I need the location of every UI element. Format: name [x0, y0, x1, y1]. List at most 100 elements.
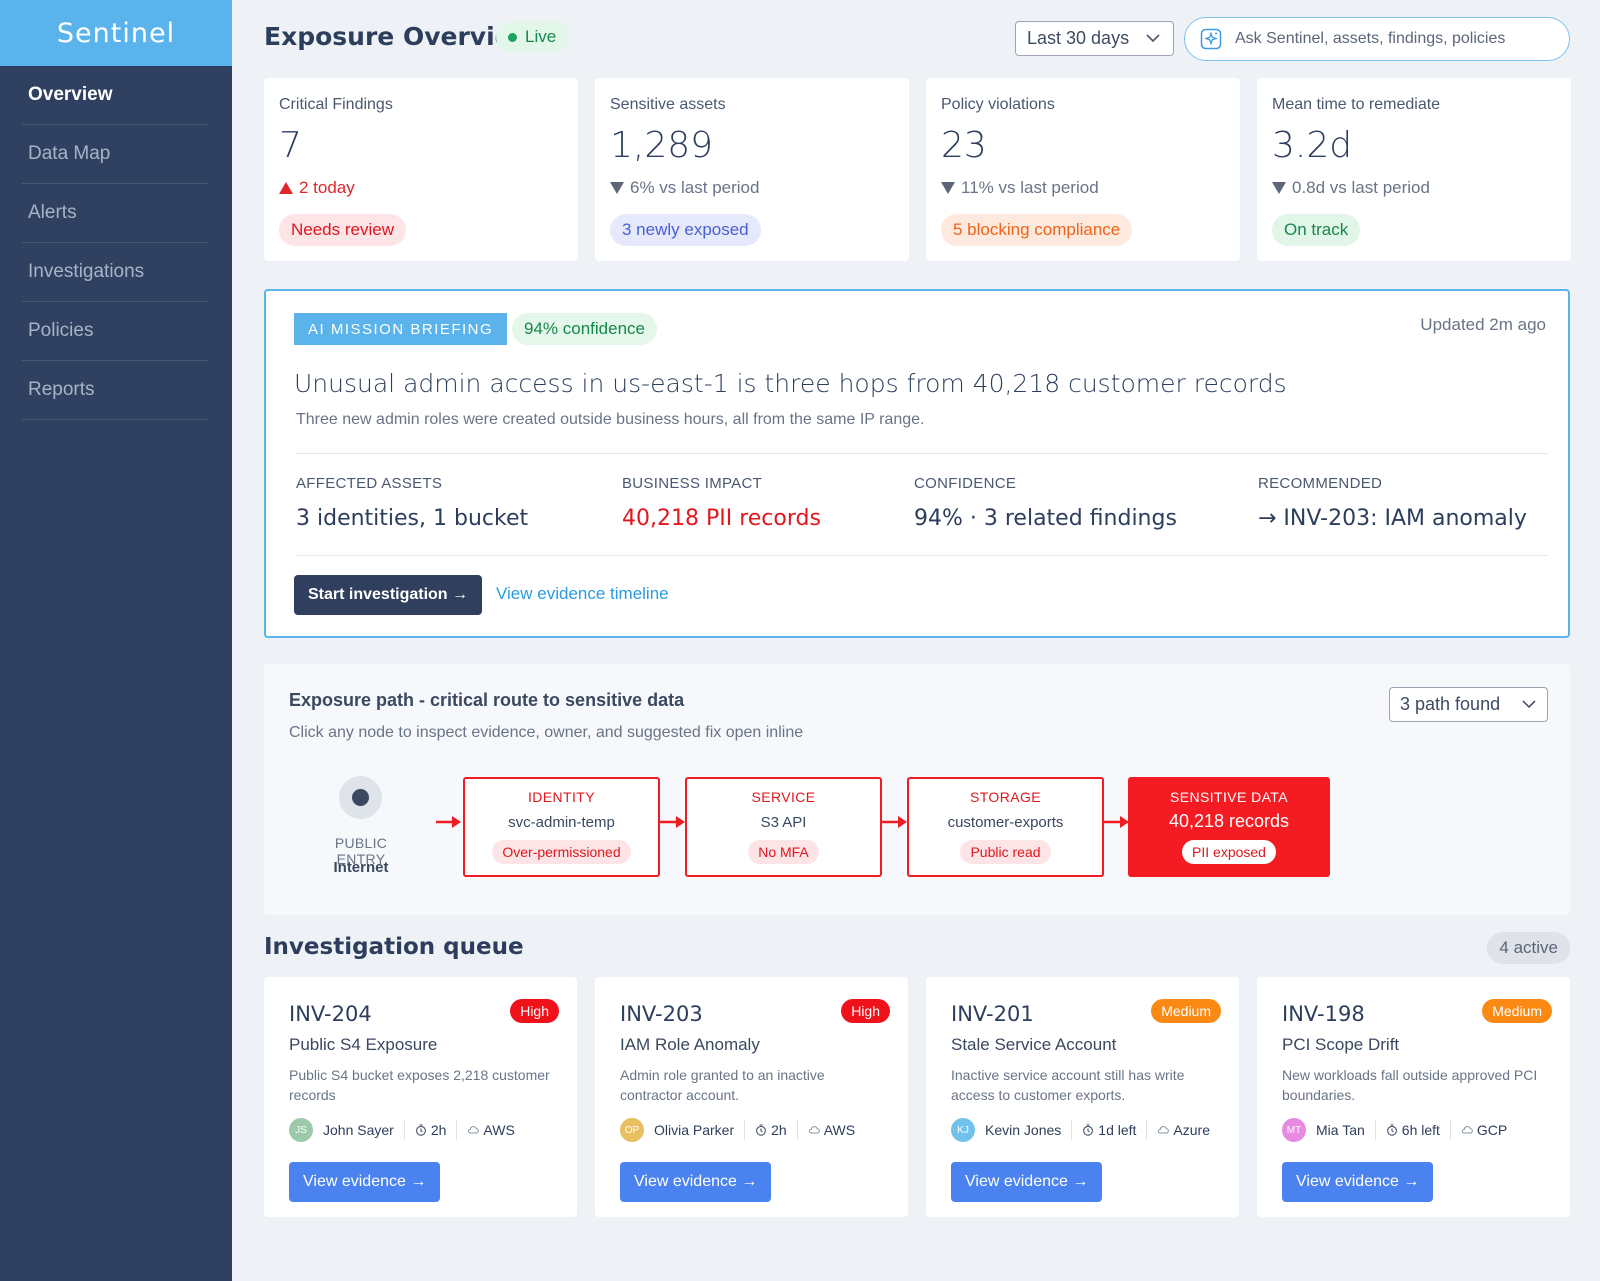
node-name: 40,218 records	[1168, 811, 1290, 831]
status-badge: 5 blocking compliance	[941, 214, 1133, 246]
briefing-title: Unusual admin access in us-east-1 is thr…	[294, 369, 1287, 398]
sidebar-item-reports[interactable]: Reports	[22, 361, 208, 420]
cloud-provider: AWS	[483, 1122, 515, 1138]
time-remaining: 6h left	[1401, 1122, 1440, 1138]
triangle-down-icon	[941, 182, 955, 194]
investigation-card[interactable]: INV-203 High IAM Role Anomaly Admin role…	[595, 977, 908, 1217]
owner-name: John Sayer	[323, 1122, 394, 1138]
investigation-name: Stale Service Account	[951, 1035, 1117, 1054]
sidebar-item-overview[interactable]: Overview	[22, 66, 208, 125]
path-node-storage[interactable]: STORAGE customer-exports Public read	[907, 777, 1104, 877]
queue-title: Investigation queue	[264, 934, 524, 960]
updated-timestamp: Updated 2m ago	[1420, 315, 1546, 334]
kpi-label: Policy violations	[941, 96, 1055, 113]
confidence-badge: 94% confidence	[512, 313, 657, 345]
date-range-value: Last 30 days	[1027, 28, 1130, 48]
node-name: svc-admin-temp	[508, 814, 615, 831]
divider	[1146, 1120, 1148, 1140]
view-evidence-button[interactable]: View evidence →	[289, 1162, 441, 1202]
avatar: OP	[620, 1118, 644, 1142]
view-evidence-button[interactable]: View evidence →	[1282, 1162, 1434, 1202]
severity-badge: Medium	[1151, 999, 1221, 1023]
kpi-card-policy-violations[interactable]: Policy violations 23 11% vs last period …	[926, 78, 1240, 261]
kpi-delta: 0.8d vs last period	[1272, 178, 1556, 198]
ask-search-input[interactable]: Ask Sentinel, assets, findings, policies	[1184, 17, 1570, 61]
node-kind: SENSITIVE DATA	[1170, 789, 1288, 805]
kpi-value: 7	[279, 125, 302, 166]
node-kind: SERVICE	[751, 789, 816, 805]
node-kind: IDENTITY	[528, 789, 595, 805]
arrow-right-icon	[436, 816, 461, 828]
sparkle-search-icon	[1200, 28, 1222, 50]
briefing-tag: AI MISSION BRIEFING	[294, 313, 508, 345]
stat-key: AFFECTED ASSETS	[296, 475, 443, 492]
kpi-delta-text: 6% vs last period	[630, 178, 760, 197]
sidebar-item-data-map[interactable]: Data Map	[22, 125, 208, 184]
paths-found-select[interactable]: 3 path found	[1389, 687, 1548, 722]
stat-key: BUSINESS IMPACT	[622, 475, 763, 492]
entry-dot-icon	[352, 789, 369, 806]
timer-icon	[415, 1124, 426, 1136]
ask-search-placeholder: Ask Sentinel, assets, findings, policies	[1235, 30, 1506, 47]
stat-value: 40,218 PII records	[622, 506, 821, 531]
investigation-meta: KJ Kevin Jones 1d left Azure	[951, 1118, 1221, 1142]
path-node-sensitive-data[interactable]: SENSITIVE DATA 40,218 records PII expose…	[1128, 777, 1330, 877]
triangle-down-icon	[1272, 182, 1286, 194]
kpi-delta: 11% vs last period	[941, 178, 1225, 198]
investigation-card[interactable]: INV-198 Medium PCI Scope Drift New workl…	[1257, 977, 1570, 1217]
sidebar-item-alerts[interactable]: Alerts	[22, 184, 208, 243]
arrow-right-icon	[660, 816, 685, 828]
entry-value: Internet	[333, 859, 389, 876]
kpi-value: 3.2d	[1272, 125, 1353, 166]
start-investigation-button[interactable]: Start investigation →	[294, 575, 483, 615]
investigation-card[interactable]: INV-201 Medium Stale Service Account Ina…	[926, 977, 1239, 1217]
path-node-identity[interactable]: IDENTITY svc-admin-temp Over-permissione…	[463, 777, 660, 877]
time-remaining: 1d left	[1098, 1122, 1137, 1138]
investigation-id: INV-204	[289, 1002, 372, 1026]
investigation-name: IAM Role Anomaly	[620, 1035, 760, 1054]
exposure-path-subtitle: Click any node to inspect evidence, owne…	[289, 724, 804, 741]
brand-logo[interactable]: Sentinel	[0, 0, 232, 66]
status-badge: Needs review	[279, 214, 406, 246]
severity-badge: Medium	[1482, 999, 1552, 1023]
ai-briefing-panel: AI MISSION BRIEFING 94% confidence Updat…	[264, 289, 1570, 638]
divider	[403, 1120, 405, 1140]
time-remaining: 2h	[771, 1122, 787, 1138]
investigation-description: Inactive service account still has write…	[951, 1067, 1185, 1103]
investigation-name: Public S4 Exposure	[289, 1035, 438, 1054]
divider	[1071, 1120, 1073, 1140]
kpi-card-critical-findings[interactable]: Critical Findings 7 2 today Needs review	[264, 78, 578, 261]
cloud-provider: AWS	[823, 1122, 856, 1138]
cloud-provider: GCP	[1476, 1122, 1508, 1138]
triangle-up-icon	[279, 182, 293, 194]
stat-recommended[interactable]: RECOMMENDED → INV-203: IAM anomaly	[1258, 475, 1527, 531]
divider	[796, 1120, 798, 1140]
sidebar-item-policies[interactable]: Policies	[22, 302, 208, 361]
view-evidence-button[interactable]: View evidence →	[620, 1162, 772, 1202]
kpi-label: Mean time to remediate	[1272, 96, 1441, 113]
divider	[1449, 1120, 1451, 1140]
view-evidence-timeline-link[interactable]: View evidence timeline	[496, 584, 669, 603]
owner-name: Kevin Jones	[985, 1122, 1062, 1138]
investigation-description: New workloads fall outside approved PCI …	[1282, 1067, 1538, 1103]
kpi-card-sensitive-assets[interactable]: Sensitive assets 1,289 6% vs last period…	[595, 78, 909, 261]
kpi-label: Critical Findings	[279, 96, 393, 113]
divider	[1374, 1120, 1376, 1140]
time-remaining: 2h	[430, 1122, 447, 1138]
kpi-card-mean-time-to-remediate[interactable]: Mean time to remediate 3.2d 0.8d vs last…	[1257, 78, 1571, 261]
chevron-down-icon	[1522, 700, 1536, 709]
owner-name: Mia Tan	[1316, 1122, 1365, 1138]
timer-icon	[1386, 1124, 1397, 1136]
date-range-select[interactable]: Last 30 days	[1015, 21, 1174, 56]
live-badge: Live	[496, 21, 571, 53]
path-node-service[interactable]: SERVICE S3 API No MFA	[685, 777, 882, 877]
exposure-path-panel: Exposure path - critical route to sensit…	[264, 664, 1570, 915]
sidebar-item-investigations[interactable]: Investigations	[22, 243, 208, 302]
stat-key: RECOMMENDED	[1258, 475, 1383, 492]
view-evidence-button[interactable]: View evidence →	[951, 1162, 1103, 1202]
investigation-card[interactable]: INV-204 High Public S4 Exposure Public S…	[264, 977, 577, 1217]
public-entry-node[interactable]	[339, 776, 382, 819]
node-name: S3 API	[760, 814, 807, 831]
arrow-right-icon	[1104, 816, 1129, 828]
kpi-label: Sensitive assets	[610, 96, 726, 113]
